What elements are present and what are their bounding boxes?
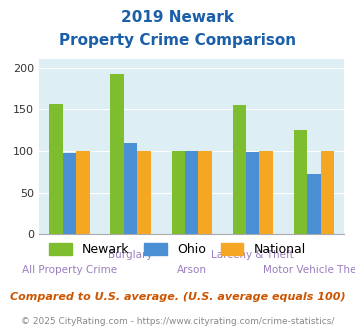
Text: Compared to U.S. average. (U.S. average equals 100): Compared to U.S. average. (U.S. average … (10, 292, 345, 302)
Text: Property Crime Comparison: Property Crime Comparison (59, 33, 296, 48)
Text: © 2025 CityRating.com - https://www.cityrating.com/crime-statistics/: © 2025 CityRating.com - https://www.city… (21, 317, 334, 326)
Text: All Property Crime: All Property Crime (22, 265, 117, 275)
Text: Larceny & Theft: Larceny & Theft (211, 249, 294, 260)
Text: Arson: Arson (177, 265, 207, 275)
Legend: Newark, Ohio, National: Newark, Ohio, National (44, 238, 311, 261)
Bar (233, 105, 246, 234)
Bar (246, 152, 260, 234)
Bar (49, 104, 63, 234)
Bar (171, 151, 185, 234)
Text: Motor Vehicle Theft: Motor Vehicle Theft (263, 265, 355, 275)
Bar (185, 151, 198, 234)
Bar (137, 151, 151, 234)
Bar (321, 151, 334, 234)
Text: Burglary: Burglary (108, 249, 153, 260)
Bar (110, 74, 124, 234)
Bar (307, 174, 321, 234)
Bar (63, 153, 76, 234)
Bar (260, 151, 273, 234)
Bar (294, 130, 307, 234)
Bar (124, 143, 137, 234)
Bar (76, 151, 90, 234)
Text: 2019 Newark: 2019 Newark (121, 10, 234, 25)
Bar (198, 151, 212, 234)
